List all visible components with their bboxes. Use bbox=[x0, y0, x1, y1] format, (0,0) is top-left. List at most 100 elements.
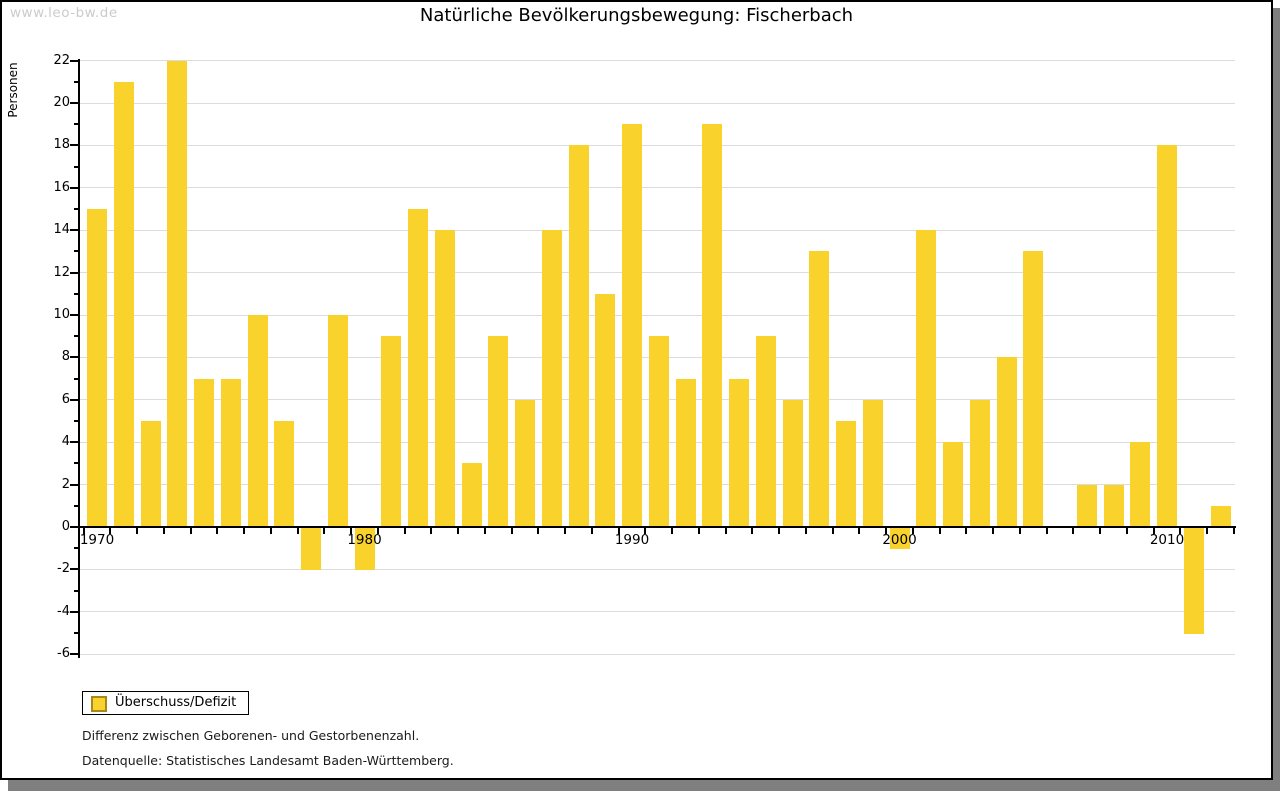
bar-2003 bbox=[969, 399, 990, 527]
bar-1994 bbox=[729, 378, 749, 527]
bar-1971 bbox=[113, 81, 134, 527]
bar-1999 bbox=[862, 399, 883, 527]
x-tick-35 bbox=[1018, 528, 1021, 534]
y-tick-9 bbox=[74, 335, 78, 338]
x-tick-37 bbox=[1072, 528, 1075, 534]
bar-2004 bbox=[996, 357, 1017, 527]
y-tick--5 bbox=[74, 632, 78, 634]
x-tick-4 bbox=[189, 528, 192, 534]
y-tick-10 bbox=[70, 314, 78, 316]
x-tick-26 bbox=[778, 528, 781, 534]
y-tick-label-18: 18 bbox=[53, 137, 70, 153]
y-tick-19 bbox=[74, 123, 78, 126]
bar-1978 bbox=[301, 528, 321, 571]
y-tick-20 bbox=[70, 102, 78, 104]
x-tick-16 bbox=[510, 528, 513, 534]
bar-2009 bbox=[1130, 442, 1151, 527]
bar-1992 bbox=[675, 378, 696, 527]
y-tick-0 bbox=[70, 526, 78, 528]
x-tick-41 bbox=[1179, 528, 1182, 534]
x-tick-25 bbox=[751, 528, 754, 534]
x-tick-18 bbox=[564, 528, 567, 534]
y-tick-label-12: 12 bbox=[53, 264, 70, 280]
gridline-14 bbox=[80, 229, 1235, 231]
x-tick-0 bbox=[82, 528, 85, 534]
note-definition: Differenz zwischen Geborenen- und Gestor… bbox=[82, 728, 420, 743]
bar-1983 bbox=[434, 230, 455, 527]
y-tick-label-8: 8 bbox=[61, 349, 70, 365]
y-tick-label-4: 4 bbox=[61, 434, 70, 450]
x-tick-42 bbox=[1206, 528, 1209, 534]
x-decade-label-2010: 2010 bbox=[1149, 532, 1185, 548]
bar-1996 bbox=[782, 399, 803, 527]
y-tick-1 bbox=[74, 504, 78, 507]
gridline-16 bbox=[80, 187, 1235, 189]
y-tick-22 bbox=[70, 59, 78, 62]
x-tick-23 bbox=[697, 528, 700, 534]
y-tick-12 bbox=[70, 271, 78, 274]
y-tick-label-10: 10 bbox=[53, 307, 70, 322]
bar-1974 bbox=[194, 378, 214, 527]
gridline--6 bbox=[80, 653, 1235, 655]
bar-1970 bbox=[87, 209, 107, 527]
y-tick-label-22: 22 bbox=[53, 52, 70, 68]
x-tick-7 bbox=[269, 528, 272, 534]
bar-2001 bbox=[916, 230, 937, 527]
y-tick-label--4: -4 bbox=[57, 603, 70, 619]
x-tick-1 bbox=[109, 528, 112, 534]
bar-2010 bbox=[1157, 145, 1177, 527]
x-tick-12 bbox=[403, 528, 406, 534]
bar-1976 bbox=[247, 315, 268, 527]
x-tick-13 bbox=[430, 528, 433, 534]
x-tick-28 bbox=[831, 528, 834, 534]
x-tick-6 bbox=[243, 528, 246, 534]
page-shadow-right bbox=[1273, 8, 1280, 791]
legend-swatch-icon bbox=[91, 696, 107, 712]
bar-2007 bbox=[1076, 484, 1097, 527]
x-tick-27 bbox=[804, 528, 807, 534]
bar-1991 bbox=[648, 336, 669, 527]
y-tick-17 bbox=[74, 165, 78, 168]
bar-2005 bbox=[1023, 251, 1044, 527]
x-tick-2 bbox=[136, 528, 139, 534]
x-tick-39 bbox=[1125, 528, 1128, 534]
bar-1980 bbox=[354, 528, 375, 571]
x-decade-label-1980: 1980 bbox=[347, 532, 382, 548]
y-tick-label-0: 0 bbox=[61, 519, 70, 534]
gridline-22 bbox=[80, 60, 1235, 62]
bar-1987 bbox=[541, 230, 562, 527]
y-tick-label-6: 6 bbox=[61, 391, 70, 407]
x-tick-21 bbox=[644, 528, 647, 534]
y-tick-3 bbox=[74, 462, 78, 465]
bar-2012 bbox=[1210, 505, 1231, 527]
y-tick--2 bbox=[70, 568, 78, 571]
y-tick-4 bbox=[70, 441, 78, 444]
y-axis-line bbox=[78, 58, 80, 659]
x-decade-label-2000: 2000 bbox=[882, 532, 917, 548]
x-tick-14 bbox=[457, 528, 460, 534]
y-tick-label-20: 20 bbox=[53, 95, 70, 110]
bar-1995 bbox=[755, 336, 776, 527]
y-tick-8 bbox=[70, 356, 78, 359]
legend: Überschuss/Defizit bbox=[82, 691, 249, 715]
bar-1988 bbox=[568, 145, 589, 527]
y-tick-label--6: -6 bbox=[57, 646, 70, 662]
y-tick-label-16: 16 bbox=[53, 179, 70, 195]
x-tick-38 bbox=[1099, 528, 1102, 534]
y-tick--6 bbox=[70, 653, 78, 656]
chart-title: Natürliche Bevölkerungsbewegung: Fischer… bbox=[419, 5, 854, 26]
y-tick-label--2: -2 bbox=[57, 561, 70, 577]
y-tick-18 bbox=[70, 144, 78, 147]
x-tick-9 bbox=[323, 528, 326, 534]
x-tick-33 bbox=[965, 528, 968, 534]
y-tick--4 bbox=[70, 610, 78, 613]
x-axis-line bbox=[78, 526, 1236, 528]
y-tick-2 bbox=[70, 483, 78, 486]
bar-2000 bbox=[889, 528, 910, 550]
bar-1998 bbox=[836, 421, 856, 527]
y-tick-14 bbox=[70, 229, 78, 232]
x-decade-label-1970: 1970 bbox=[79, 532, 115, 548]
y-tick-6 bbox=[70, 398, 78, 401]
